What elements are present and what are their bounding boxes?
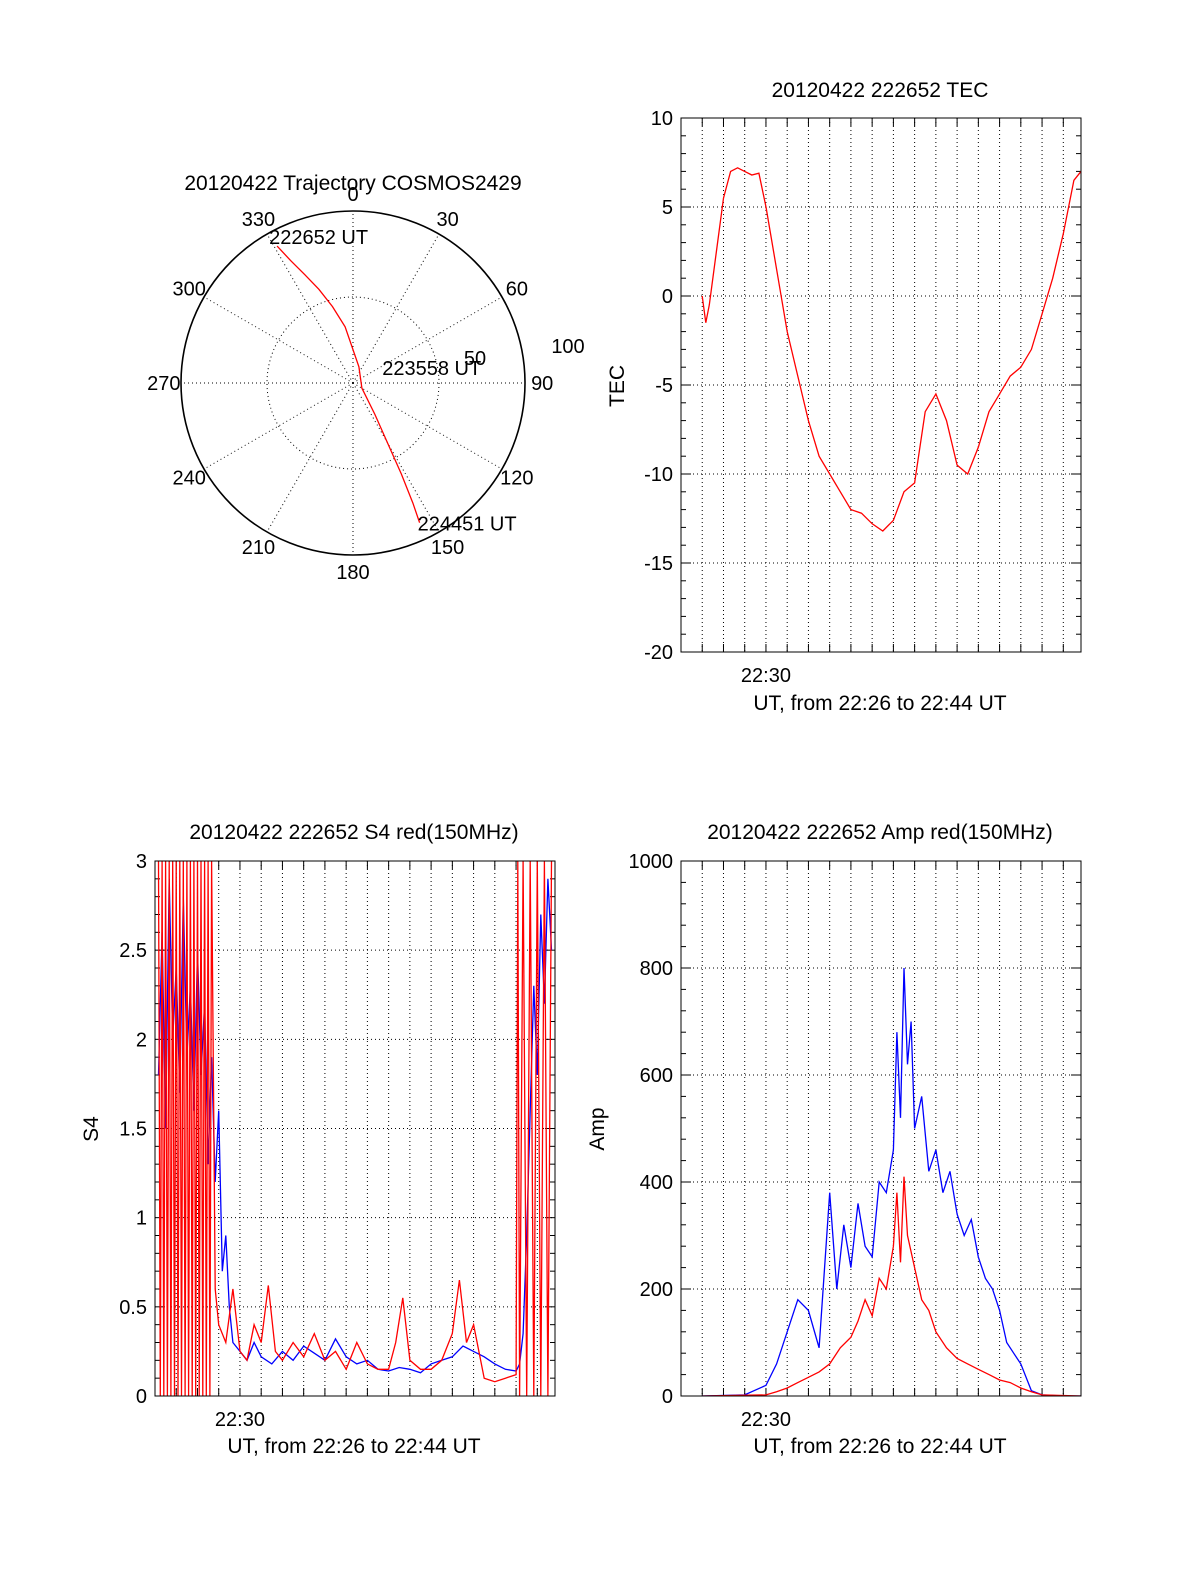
y-tick-label: 10	[651, 108, 673, 130]
y-tick-label: 5	[662, 197, 673, 219]
gridlines	[154, 861, 555, 1396]
x-tick-label: 22:30	[741, 1409, 791, 1431]
y-tick-label: 0.5	[119, 1297, 147, 1319]
series-line-1	[701, 167, 1081, 532]
tec-x-axis-label: UT, from 22:26 to 22:44 UT	[753, 692, 1006, 715]
polar-radial-label: 100	[551, 336, 584, 358]
polar-time-annotation: 223558 UT	[382, 358, 481, 380]
series-line-2	[702, 1176, 1081, 1396]
y-tick-label: 0	[136, 1386, 147, 1408]
x-tick-label: 22:30	[215, 1409, 265, 1431]
polar-spoke	[203, 382, 354, 470]
y-tick-labels: 0 0.5 1 1.5 2 2.5 3	[119, 851, 147, 1408]
series-group	[701, 167, 1081, 532]
polar-angle-label: 0	[347, 184, 358, 206]
s4-panel: 20120422 222652 S4 red(150MHz) UT, from …	[80, 821, 556, 1458]
polar-spoke	[352, 382, 440, 533]
polar-angle-label: 120	[500, 468, 533, 490]
s4-y-axis-label: S4	[80, 1116, 103, 1142]
polar-angle-label: 180	[336, 562, 369, 584]
polar-inner-circle	[266, 296, 440, 470]
polar-angle-labels: 0 30 60 90 120 150 180 210 240 270 300 330	[147, 184, 553, 584]
y-tick-label: 1	[136, 1208, 147, 1230]
x-tick-label: 22:30	[741, 665, 791, 687]
polar-angle-label: 150	[431, 537, 464, 559]
polar-time-annotation: 224451 UT	[418, 514, 517, 536]
y-tick-label: -15	[644, 553, 673, 575]
polar-grid	[180, 210, 526, 556]
polar-angle-label: 300	[172, 278, 205, 300]
tec-panel: 20120422 222652 TEC UT, from 22:26 to 22…	[606, 79, 1082, 715]
x-tick-labels: 22:30	[215, 1409, 265, 1431]
y-tick-label: 400	[640, 1172, 673, 1194]
y-tick-label: 0	[662, 286, 673, 308]
y-tick-label: 800	[640, 958, 673, 980]
tec-y-axis-label: TEC	[606, 365, 629, 407]
tec-title: 20120422 222652 TEC	[772, 79, 989, 102]
series-line-1	[702, 967, 1081, 1396]
gridlines	[680, 861, 1081, 1396]
polar-spoke	[203, 296, 354, 384]
amp-title: 20120422 222652 Amp red(150MHz)	[707, 821, 1053, 844]
series-line-1	[157, 878, 553, 1374]
y-tick-label: 2	[136, 1029, 147, 1051]
y-tick-label: 0	[662, 1386, 673, 1408]
polar-spoke	[352, 233, 440, 384]
amp-x-axis-label: UT, from 22:26 to 22:44 UT	[753, 1435, 1006, 1458]
plot-frame	[680, 117, 1082, 653]
polar-angle-label: 90	[531, 373, 553, 395]
y-tick-label: 2.5	[119, 940, 147, 962]
polar-outer-circle	[180, 210, 526, 556]
polar-radial-labels: 50 100	[464, 336, 585, 370]
polar-spoke	[352, 382, 503, 470]
polar-annotations: 222652 UT 223558 UT 224451 UT	[269, 227, 516, 536]
y-tick-label: 200	[640, 1279, 673, 1301]
polar-title: 20120422 Trajectory COSMOS2429	[184, 172, 521, 195]
gridlines	[680, 118, 1081, 652]
y-tick-label: 1.5	[119, 1119, 147, 1141]
polar-radial-label: 50	[464, 348, 486, 370]
series-line-2	[157, 861, 553, 1396]
x-tick-labels: 22:30	[741, 1409, 791, 1431]
polar-angle-label: 240	[172, 468, 205, 490]
s4-x-axis-label: UT, from 22:26 to 22:44 UT	[227, 1435, 480, 1458]
y-tick-label: 1000	[629, 851, 674, 873]
polar-spoke	[352, 296, 503, 384]
series-group	[157, 861, 553, 1396]
plot-frame	[154, 860, 556, 1397]
polar-angle-label: 30	[436, 209, 458, 231]
polar-angle-label: 60	[506, 278, 528, 300]
y-tick-labels: 0 200 400 600 800 1000	[629, 851, 674, 1408]
y-tick-label: -10	[644, 464, 673, 486]
plot-frame	[680, 860, 1082, 1397]
y-tick-label: 600	[640, 1065, 673, 1087]
y-tick-label: 3	[136, 851, 147, 873]
amp-y-axis-label: Amp	[586, 1107, 609, 1150]
polar-angle-label: 270	[147, 373, 180, 395]
series-group	[702, 967, 1081, 1396]
x-tick-labels: 22:30	[741, 665, 791, 687]
polar-trajectory-series	[276, 245, 421, 523]
polar-time-annotation: 222652 UT	[269, 227, 368, 249]
y-tick-labels: -20 -15 -10 -5 0 5 10	[644, 108, 673, 664]
y-tick-label: -5	[655, 375, 673, 397]
polar-spoke	[266, 382, 354, 533]
polar-angle-label: 210	[242, 537, 275, 559]
amp-panel: 20120422 222652 Amp red(150MHz) UT, from…	[586, 821, 1082, 1458]
polar-spoke	[266, 233, 354, 384]
y-tick-label: -20	[644, 642, 673, 664]
s4-title: 20120422 222652 S4 red(150MHz)	[189, 821, 518, 844]
polar-angle-label: 330	[242, 209, 275, 231]
polar-trajectory-panel: 20120422 Trajectory COSMOS2429 0 30 60 90 12…	[147, 172, 585, 584]
polar-trajectory-line	[276, 245, 421, 523]
